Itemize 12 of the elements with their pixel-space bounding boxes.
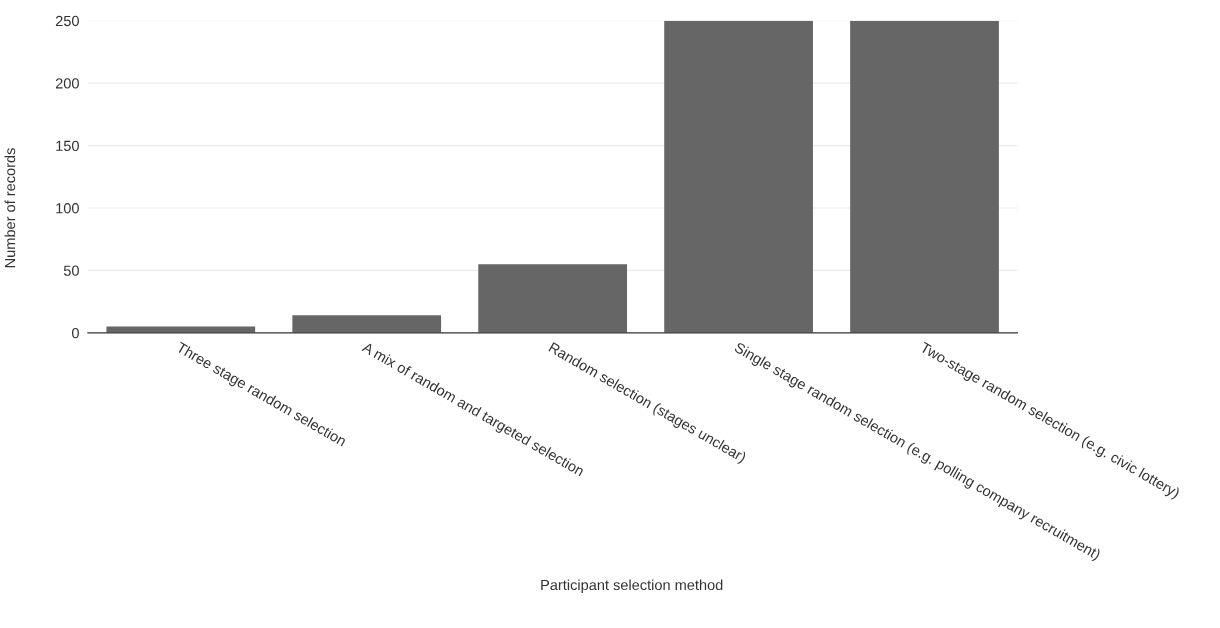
bar [850,20,999,333]
y-tick-label: 50 [63,265,79,276]
bar [664,20,813,333]
bar [292,315,442,333]
y-tick-label: 250 [55,15,79,27]
y-tick-label: 150 [56,140,79,151]
y-tick-label: 100 [56,203,79,214]
bar [478,264,628,333]
y-tick-label: 0 [71,327,79,339]
x-axis-title: Participant selection method [541,579,723,594]
y-tick-label: 200 [55,78,79,89]
y-axis-title: Number of records [4,148,16,268]
